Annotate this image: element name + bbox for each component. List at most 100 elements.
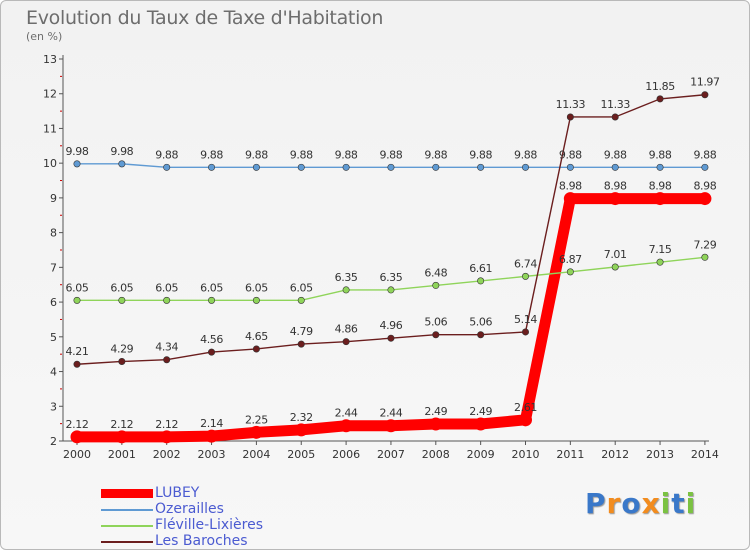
data-label: 4.21 xyxy=(66,345,89,358)
y-tick-label: 6 xyxy=(50,296,57,309)
data-label: 6.87 xyxy=(559,253,582,266)
data-point xyxy=(477,163,485,171)
data-point xyxy=(342,338,350,346)
data-label: 4.34 xyxy=(155,341,178,354)
data-label: 6.74 xyxy=(514,257,537,270)
x-tick-label: 2001 xyxy=(108,448,136,461)
y-tick-label: 4 xyxy=(50,366,57,379)
series-fl-ville-lixi-res xyxy=(73,253,709,304)
chart-title: Evolution du Taux de Taxe d'Habitation xyxy=(26,7,384,29)
data-label: 6.05 xyxy=(155,281,178,294)
data-labels: 2.12 2.12 2.12 2.14 2.25 2.32 2.44 2.44 2.49 2.49… xyxy=(66,76,721,431)
data-label: 5.06 xyxy=(424,316,447,329)
data-point xyxy=(477,277,485,285)
data-label: 9.98 xyxy=(110,145,133,158)
data-label: 11.33 xyxy=(556,98,586,111)
data-label: 2.49 xyxy=(469,405,492,418)
data-point xyxy=(342,286,350,294)
y-tick-label: 10 xyxy=(43,157,57,170)
data-label: 4.65 xyxy=(245,330,268,343)
data-label: 8.98 xyxy=(693,180,716,193)
data-point xyxy=(160,430,174,444)
x-tick-label: 2012 xyxy=(601,448,629,461)
data-label: 9.88 xyxy=(335,148,358,161)
data-point xyxy=(387,286,395,294)
data-label: 9.88 xyxy=(514,148,537,161)
data-point xyxy=(163,356,171,364)
data-point xyxy=(163,296,171,304)
data-point xyxy=(118,357,126,365)
logo-letter: i xyxy=(685,487,697,520)
data-label: 9.98 xyxy=(66,145,89,158)
data-label: 2.12 xyxy=(155,418,178,431)
data-label: 6.48 xyxy=(424,266,447,279)
x-tick-label: 2004 xyxy=(242,448,270,461)
legend-item: Fléville-Lixières xyxy=(101,517,301,533)
data-point xyxy=(432,331,440,339)
y-tick-label: 13 xyxy=(43,53,57,66)
data-point xyxy=(252,296,260,304)
data-label: 2.32 xyxy=(290,411,313,424)
data-point xyxy=(252,163,260,171)
data-point xyxy=(294,423,308,437)
series-lines xyxy=(70,91,712,444)
data-point xyxy=(339,419,353,433)
data-label: 4.79 xyxy=(290,325,313,338)
data-label: 8.98 xyxy=(604,180,627,193)
data-point xyxy=(70,430,84,444)
legend-label: Fléville-Lixières xyxy=(155,517,264,533)
data-point xyxy=(521,272,529,280)
unit-label: (en %) xyxy=(26,30,63,43)
data-label: 7.15 xyxy=(649,243,672,256)
data-point xyxy=(698,192,712,206)
data-point xyxy=(611,263,619,271)
x-tick-label: 2006 xyxy=(332,448,360,461)
x-tick-label: 2009 xyxy=(467,448,495,461)
data-point xyxy=(521,328,529,336)
data-point xyxy=(205,429,219,443)
data-label: 2.44 xyxy=(379,407,402,420)
logo-letter: P xyxy=(585,487,607,520)
series-lubey xyxy=(70,192,712,444)
data-label: 4.56 xyxy=(200,333,223,346)
data-label: 9.88 xyxy=(604,148,627,161)
data-point xyxy=(701,253,709,261)
data-label: 9.88 xyxy=(379,148,402,161)
data-point xyxy=(297,163,305,171)
data-label: 2.14 xyxy=(200,417,223,430)
data-point xyxy=(115,430,129,444)
x-tick-label: 2005 xyxy=(287,448,315,461)
x-tick-label: 2002 xyxy=(153,448,181,461)
data-label: 9.88 xyxy=(290,148,313,161)
data-point xyxy=(249,425,263,439)
x-tick-label: 2013 xyxy=(646,448,674,461)
data-label: 9.88 xyxy=(424,148,447,161)
data-point xyxy=(477,331,485,339)
data-label: 4.29 xyxy=(110,342,133,355)
data-label: 6.05 xyxy=(110,281,133,294)
data-label: 6.61 xyxy=(469,262,492,275)
x-tick-label: 2003 xyxy=(198,448,226,461)
x-tick-label: 2000 xyxy=(63,448,91,461)
data-point xyxy=(297,340,305,348)
logo-letter: o xyxy=(621,487,642,520)
x-tick-label: 2014 xyxy=(691,448,719,461)
data-point xyxy=(73,160,81,168)
x-tick-label: 2011 xyxy=(556,448,584,461)
data-label: 9.88 xyxy=(469,148,492,161)
data-point xyxy=(656,258,664,266)
data-point xyxy=(432,163,440,171)
data-point xyxy=(342,163,350,171)
data-point xyxy=(297,296,305,304)
data-label: 7.29 xyxy=(693,238,716,251)
x-tick-label: 2010 xyxy=(512,448,540,461)
series-les-baroches xyxy=(73,91,709,368)
legend: LUBEY Ozerailles Fléville-Lixières Les Baro… xyxy=(101,485,301,549)
data-label: 6.35 xyxy=(335,271,358,284)
data-point xyxy=(656,95,664,103)
y-tick-label: 5 xyxy=(50,331,57,344)
y-tick-label: 8 xyxy=(50,227,57,240)
y-tick-label: 3 xyxy=(50,400,57,413)
